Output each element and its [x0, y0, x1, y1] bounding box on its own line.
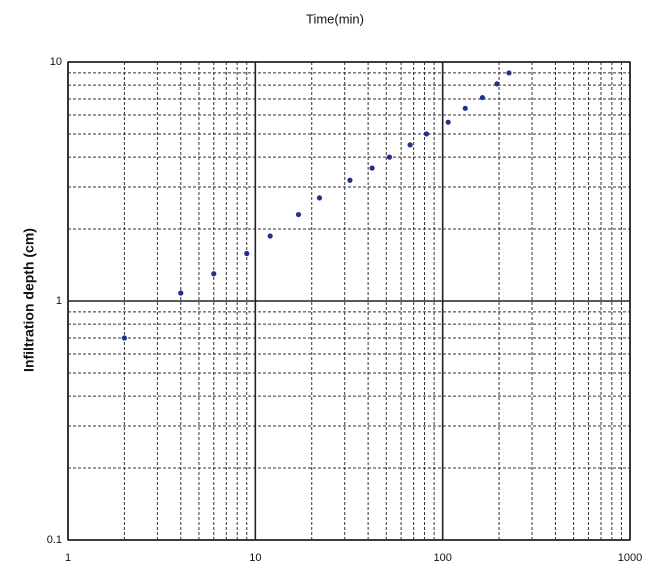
- point: [244, 250, 250, 257]
- x-tick-label: 10: [249, 552, 261, 564]
- point: [386, 154, 393, 160]
- chart-title: Time(min): [306, 11, 364, 26]
- point: [407, 142, 413, 148]
- point: [494, 81, 500, 87]
- point: [316, 195, 323, 201]
- point: [295, 211, 302, 218]
- y-axis-label: Infiltration depth (cm): [21, 228, 37, 372]
- point: [178, 290, 184, 296]
- point: [347, 177, 353, 183]
- point: [506, 70, 512, 76]
- x-tick-label: 1: [65, 552, 71, 564]
- point: [445, 119, 451, 125]
- y-tick-label: 10: [50, 56, 62, 68]
- y-tick-label: 0.1: [47, 534, 62, 546]
- plot-frame: [67, 61, 631, 541]
- y-tick-label: 1: [56, 295, 62, 307]
- point: [479, 94, 486, 101]
- point: [121, 335, 127, 341]
- point: [423, 131, 430, 137]
- point: [267, 233, 273, 239]
- x-tick-label: 1000: [618, 552, 642, 564]
- point: [462, 105, 468, 111]
- point: [211, 271, 217, 277]
- point: [369, 165, 375, 171]
- x-tick-label: 100: [433, 552, 451, 564]
